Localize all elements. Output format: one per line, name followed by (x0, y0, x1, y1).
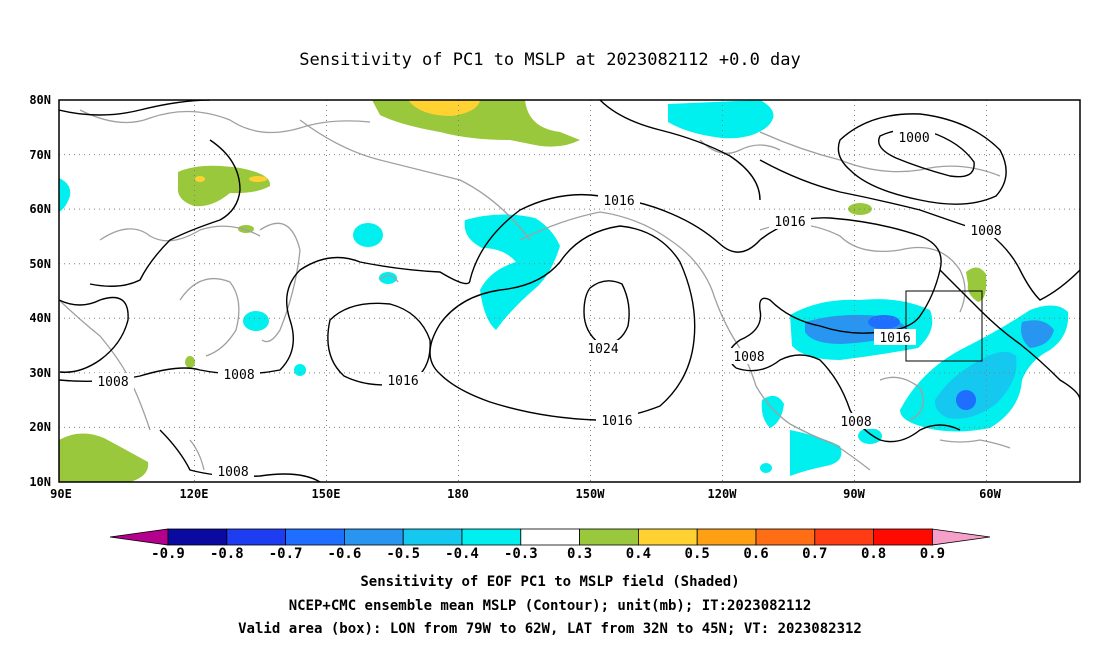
plot-frame (58, 99, 1081, 483)
colorbar-swatch (461, 528, 522, 546)
contour-label-1016-us: 1016 (879, 331, 910, 346)
lon-label-120w: 120W (708, 487, 738, 501)
colorbar-tick-label: -0.6 (328, 546, 362, 562)
colorbar-swatch (638, 528, 698, 546)
negative-sensitivity-shading (59, 100, 1069, 476)
lat-label-80n: 80N (29, 93, 51, 107)
colorbar-tick-label: 0.3 (567, 546, 592, 562)
lat-label-20n: 20N (29, 420, 51, 434)
lat-label-70n: 70N (29, 148, 51, 162)
contour-label-1024: 1024 (587, 342, 618, 357)
footer-line-2: NCEP+CMC ensemble mean MSLP (Contour); u… (288, 598, 812, 614)
contour-1008-mx (735, 354, 961, 443)
valid-area-box (905, 290, 983, 362)
colorbar-tick-label: 0.7 (802, 546, 827, 562)
colorbar-swatch (579, 528, 639, 546)
lon-label-120e: 120E (180, 487, 209, 501)
colorbar-tick-label: -0.7 (269, 546, 303, 562)
colorbar-swatch (226, 528, 287, 546)
colorbar-tick-label: -0.4 (445, 546, 479, 562)
colorbar-high-arrow (931, 528, 991, 546)
map-title: Sensitivity of PC1 to MSLP at 2023082112… (299, 50, 801, 70)
contour-label-1016-c: 1016 (387, 374, 418, 389)
lon-label-150w: 150W (576, 487, 606, 501)
lon-label-180: 180 (447, 487, 469, 501)
contour-1008-top (59, 100, 241, 287)
contour-label-1008-mx: 1008 (733, 350, 764, 365)
contour-label-1000: 1000 (898, 131, 929, 146)
footer-line-1: Sensitivity of EOF PC1 to MSLP field (Sh… (360, 574, 740, 590)
colorbar-swatch (814, 528, 874, 546)
lon-label-90w: 90W (843, 487, 865, 501)
contour-label-1008-w: 1008 (97, 375, 128, 390)
lat-label-40n: 40N (29, 311, 51, 325)
colorbar-swatch (873, 528, 933, 546)
colorbar-tick-label: -0.8 (210, 546, 244, 562)
colorbar-tick-label: -0.5 (386, 546, 420, 562)
lon-label-150e: 150E (312, 487, 341, 501)
colorbar-tick-label: 0.8 (861, 546, 886, 562)
contour-label-1016-s: 1016 (601, 414, 632, 429)
lat-label-30n: 30N (29, 366, 51, 380)
colorbar-tick-label: 0.9 (920, 546, 945, 562)
colorbar-tick-label: -0.9 (151, 546, 185, 562)
contour-1016-arctic (599, 100, 761, 201)
footer-line-3: Valid area (box): LON from 79W to 62W, L… (238, 621, 862, 637)
contour-label-1008-sw: 1008 (217, 465, 248, 480)
longitude-labels: 90E 120E 150E 180 150W 120W 90W 60W (50, 487, 1001, 501)
lat-label-60n: 60N (29, 202, 51, 216)
colorbar-tick-label: 0.4 (626, 546, 651, 562)
colorbar-low-arrow (109, 528, 169, 546)
graticule (59, 100, 1080, 482)
contour-label-1016-n: 1016 (603, 194, 634, 209)
colorbar-swatch (285, 528, 345, 546)
colorbar-swatch (755, 528, 816, 546)
colorbar-swatch (343, 528, 404, 546)
lat-label-50n: 50N (29, 257, 51, 271)
colorbar: -0.9 -0.8 -0.7 -0.6 -0.5 -0.4 -0.3 0.3 0.4 0.5 0.6… (109, 528, 991, 562)
colorbar-swatch (696, 528, 757, 546)
colorbar-swatch (402, 528, 463, 546)
colorbar-tick-label: -0.3 (504, 546, 538, 562)
latitude-labels: 80N 70N 60N 50N 40N 30N 20N 10N (29, 93, 51, 489)
contour-1008-japan (59, 256, 471, 383)
colorbar-tick-label: 0.6 (743, 546, 768, 562)
contour-label-1008-wj: 1008 (223, 368, 254, 383)
contour-label-1008-car: 1008 (840, 415, 871, 430)
lat-label-10n: 10N (29, 475, 51, 489)
colorbar-swatch (167, 528, 228, 546)
contour-labels: 1000 1008 1016 1016 1024 1016 1016 1008 … (92, 129, 1007, 480)
lon-label-90e: 90E (50, 487, 72, 501)
coastlines (59, 109, 1011, 471)
contour-1008-ring (837, 113, 1007, 205)
colorbar-swatch (520, 528, 580, 546)
contour-1016-atl (939, 269, 1080, 401)
contour-label-1008-ne: 1008 (970, 224, 1001, 239)
contour-1016-west (327, 302, 431, 386)
lon-label-60w: 60W (979, 487, 1001, 501)
contour-1008-west (59, 296, 129, 373)
colorbar-tick-label: 0.5 (685, 546, 710, 562)
contour-label-1016-ne: 1016 (774, 215, 805, 230)
